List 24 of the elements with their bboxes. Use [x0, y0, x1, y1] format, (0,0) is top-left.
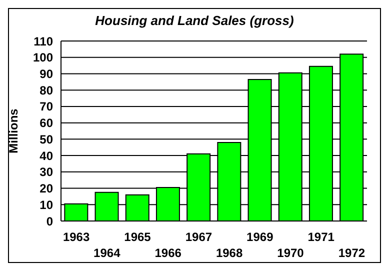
y-tick-label: 50 [40, 132, 54, 146]
y-tick-label: 70 [40, 100, 54, 114]
x-tick-label: 1967 [185, 230, 212, 244]
x-tick-label: 1965 [124, 230, 152, 244]
y-tick-label: 10 [40, 198, 54, 212]
x-tick-label: 1970 [277, 246, 304, 260]
x-tick-label: 1964 [94, 246, 121, 260]
y-tick-label: 30 [40, 165, 54, 180]
y-tick-label: 20 [40, 182, 54, 196]
x-tick-label: 1972 [338, 246, 366, 260]
x-tick-label: 1969 [246, 230, 274, 244]
y-tick-label: 80 [40, 83, 54, 98]
x-tick-label: 1966 [154, 246, 182, 260]
y-tick-label: 40 [40, 148, 54, 163]
y-tick-label: 0 [46, 214, 54, 228]
y-tick-label: 90 [40, 66, 54, 81]
chart-title: Housing and Land Sales (gross) [94, 12, 295, 30]
x-tick-label: 1963 [62, 230, 90, 244]
y-axis-title: Millions [6, 108, 20, 154]
y-tick-label: 110 [34, 34, 54, 48]
y-tick-label: 100 [32, 50, 54, 65]
x-tick-label: 1971 [308, 230, 335, 244]
x-tick-label: 1968 [216, 246, 243, 260]
y-tick-label: 60 [40, 116, 54, 130]
